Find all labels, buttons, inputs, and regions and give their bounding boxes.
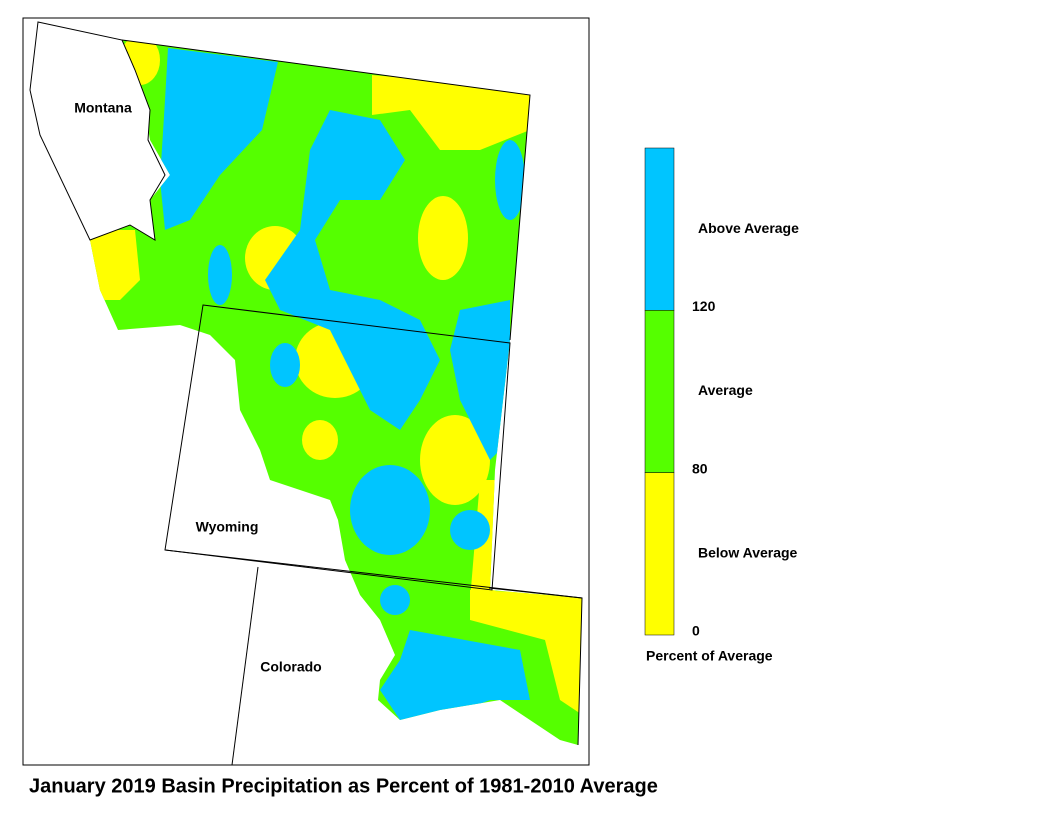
map-title: January 2019 Basin Precipitation as Perc… — [29, 775, 658, 797]
legend: Above Average Average Below Average 120 80 0 — [644, 147, 799, 639]
legend-swatch — [644, 310, 675, 473]
legend-break: 80 — [692, 460, 708, 476]
legend-swatch — [644, 472, 675, 636]
legend-label: Below Average — [698, 545, 798, 561]
legend-break: 0 — [692, 623, 700, 639]
legend-title: Percent of Average — [646, 648, 773, 664]
legend-label: Average — [698, 382, 753, 398]
legend-break: 120 — [692, 298, 716, 314]
state-label: Wyoming — [196, 519, 259, 535]
legend-swatch — [644, 147, 675, 311]
state-label: Colorado — [260, 659, 321, 675]
legend-label: Above Average — [698, 220, 799, 236]
state-label: Montana — [74, 100, 132, 116]
